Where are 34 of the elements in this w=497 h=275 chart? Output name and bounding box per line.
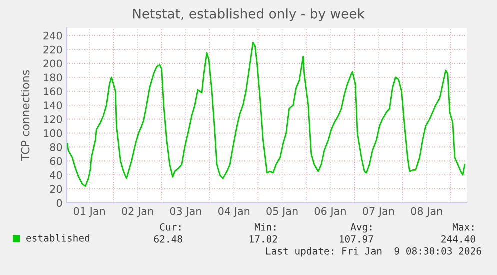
text: 107.97	[340, 235, 374, 243]
y-axis-title: TCP connections	[21, 70, 30, 162]
x-tick-label: 04 Jan	[218, 207, 250, 218]
y-tick-label: 80	[50, 143, 62, 152]
x-tick-label: 05 Jan	[266, 207, 298, 218]
text: Cur:	[160, 223, 181, 231]
y-tick-label: 160	[44, 88, 62, 96]
y-tick-label: 220	[44, 46, 62, 54]
y-tick-label: 40	[50, 171, 62, 180]
text: Last update: Fri Jan 9 08:30:03 2026	[266, 247, 482, 257]
x-tick-label: 03 Jan	[170, 207, 202, 218]
text: 244.40	[442, 235, 476, 243]
text: Max:	[452, 224, 474, 231]
y-tick-label: 60	[50, 157, 62, 166]
y-tick-label: 20	[50, 185, 62, 194]
text: 62.48	[154, 235, 182, 243]
y-tick-label: 0	[56, 199, 62, 208]
chart-title: Netstat, established only - by week	[133, 8, 365, 22]
y-tick-label: 200	[44, 60, 62, 68]
y-tick-label: 100	[44, 130, 62, 138]
x-tick-label: 01 Jan	[74, 207, 106, 218]
text: 17.02	[250, 235, 278, 243]
y-tick-label: 180	[44, 74, 62, 82]
x-tick-label: 06 Jan	[314, 207, 346, 218]
text: Min:	[254, 223, 276, 231]
y-tick-label: 120	[44, 116, 62, 124]
line-series	[67, 42, 466, 187]
x-tick-label: 08 Jan	[411, 207, 442, 218]
text: Avg:	[350, 224, 372, 233]
x-tick-label: 02 Jan	[122, 207, 154, 218]
x-tick-label: 07 Jan	[363, 207, 394, 218]
legend-label: established	[26, 234, 90, 242]
y-tick-label: 140	[44, 102, 62, 110]
y-tick-label: 240	[44, 32, 62, 40]
